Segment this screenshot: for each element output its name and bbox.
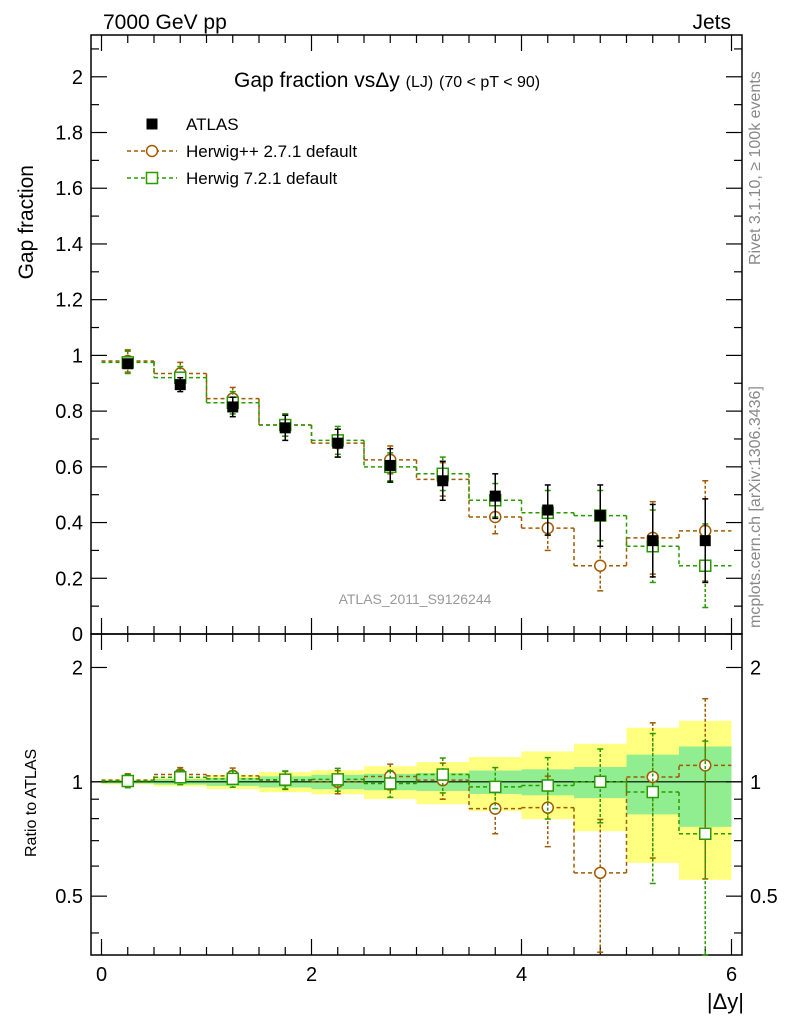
ratio-point (279, 773, 292, 786)
title-main: Gap fraction vsΔy (234, 69, 400, 92)
y-tick-label: 0.8 (55, 401, 83, 423)
data-point (594, 559, 607, 572)
ratio-tick-label-left: 1 (72, 772, 83, 794)
legend-marker (145, 144, 159, 158)
title-range: (70 < pT < 90) (439, 74, 540, 91)
x-tick-label: 0 (96, 964, 107, 986)
y-tick-label: 1.8 (55, 123, 83, 145)
ratio-point (646, 785, 659, 799)
y-tick-label: 1 (72, 345, 83, 367)
data-point (542, 504, 554, 516)
y-tick-label: 1.2 (55, 290, 83, 312)
data-point (699, 535, 711, 547)
y-tick-label: 2 (72, 67, 83, 89)
data-point (227, 401, 239, 413)
ratio-tick-label-left: 0.5 (55, 886, 83, 908)
ratio-series-2 (101, 732, 732, 956)
y-axis-label: Gap fraction (15, 165, 38, 279)
category-label: Jets (692, 11, 731, 34)
x-tick-label: 6 (726, 964, 737, 986)
ratio-point (699, 827, 712, 840)
y-tick-label: 0 (72, 624, 83, 646)
analysis-watermark: ATLAS_2011_S9126244 (339, 591, 492, 607)
x-tick-label: 4 (516, 964, 527, 986)
ratio-plot: 0 2 4 6 0.5 0.5 1 1 2 2 (55, 633, 778, 986)
ratio-point (226, 772, 239, 786)
rivet-label: Rivet 3.1.10, ≥ 100k events (747, 71, 764, 265)
y-tick-label: 1.6 (55, 178, 83, 200)
ratio-point (436, 768, 449, 781)
series-0 (122, 358, 711, 584)
legend-label: Herwig 7.2.1 default (186, 169, 337, 188)
ratio-point (384, 777, 397, 790)
svg-text:Gap fraction vsΔy (LJ): Gap fraction vsΔy (LJ) (70 < pT < 90) (234, 69, 540, 92)
title-sub: (LJ) (406, 74, 434, 91)
data-point (174, 379, 186, 391)
mcplots-label: mcplots.cern.ch [arXiv:1306.3436] (747, 386, 764, 628)
chart-title: Gap fraction vsΔy (LJ) (70 < pT < 90) (234, 69, 540, 92)
legend: ATLAS Herwig++ 2.7.1 default Herwig 7.2.1 … (127, 115, 357, 188)
y-tick-label: 0.2 (55, 568, 83, 590)
ratio-frame (90, 633, 743, 956)
ratio-tick-label-left: 2 (72, 657, 83, 679)
main-plot: 0 0.2 0.4 0.6 0.8 1 1.2 1.4 1.6 1.8 2 (55, 34, 743, 955)
x-axis-label: |Δy| (707, 989, 744, 1014)
data-point (122, 358, 134, 370)
data-point (332, 437, 344, 449)
ratio-tick-label-right: 2 (750, 657, 761, 679)
ratio-point (174, 771, 187, 784)
data-point (489, 490, 501, 502)
data-point (594, 510, 606, 522)
data-point (384, 459, 396, 471)
ratio-point (541, 779, 554, 792)
energy-label: 7000 GeV pp (103, 11, 227, 34)
ratio-point (489, 780, 502, 794)
ratio-point (121, 774, 134, 788)
y-tick-label: 0.4 (55, 513, 83, 535)
legend-marker (146, 118, 158, 130)
ratio-tick-label-right: 1 (750, 772, 761, 794)
data-point (647, 535, 659, 547)
legend-marker (145, 171, 159, 185)
y-tick-label: 0.6 (55, 457, 83, 479)
legend-label: Herwig++ 2.7.1 default (186, 142, 357, 161)
y-tick-label: 1.4 (55, 234, 83, 256)
ratio-point (594, 866, 607, 880)
data-point (437, 475, 449, 487)
ratio-point (594, 775, 607, 789)
data-point (279, 422, 291, 434)
ratio-tick-label-right: 0.5 (750, 886, 778, 908)
legend-label: ATLAS (186, 115, 239, 134)
ratio-y-axis-label: Ratio to ATLAS (23, 749, 40, 857)
x-tick-label: 2 (306, 964, 317, 986)
ratio-point (331, 773, 344, 786)
ratio-point (699, 759, 712, 772)
